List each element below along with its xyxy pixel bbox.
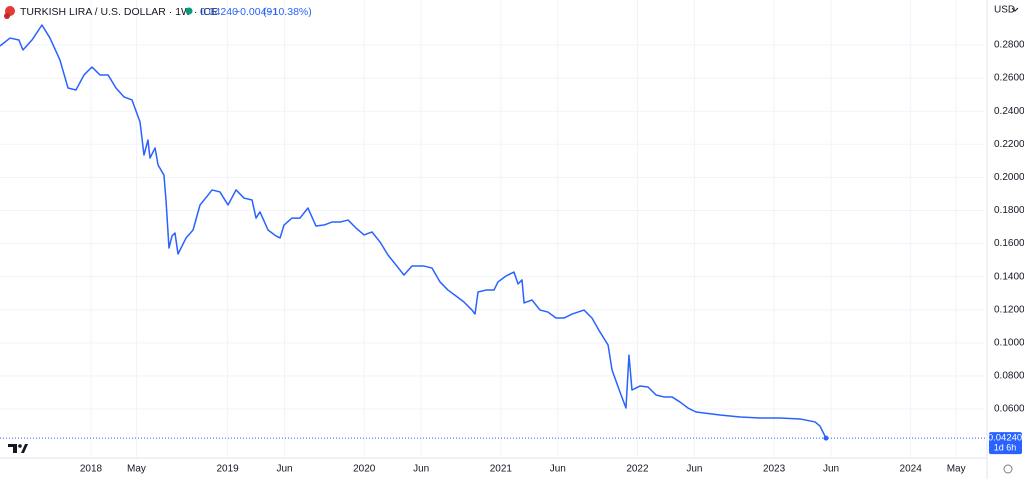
x-tick-label: 2019 bbox=[216, 464, 239, 475]
price-line bbox=[0, 24, 827, 439]
x-tick-label: Jun bbox=[823, 464, 839, 475]
last-point bbox=[823, 435, 829, 441]
x-tick-label: Jun bbox=[413, 464, 429, 475]
settings-icon[interactable] bbox=[1003, 464, 1013, 474]
grid bbox=[0, 0, 985, 458]
header: TURKISH LIRA / U.S. DOLLAR · 1W · ICE 0.… bbox=[4, 6, 312, 19]
currency-dropdown[interactable] bbox=[1011, 7, 1019, 12]
x-tick-label: May bbox=[127, 464, 146, 475]
last-price: 0.04240 bbox=[200, 6, 238, 18]
currency[interactable]: USD bbox=[994, 5, 1015, 16]
symbol-title: TURKISH LIRA / U.S. DOLLAR · 1W · ICE bbox=[20, 6, 218, 18]
countdown-label: 1d 6h bbox=[994, 443, 1017, 453]
logo-part bbox=[8, 444, 17, 453]
logo-part bbox=[21, 444, 28, 453]
price-change-pct: (−10.38%) bbox=[263, 6, 312, 18]
x-tick-label: 2020 bbox=[353, 464, 376, 475]
last-price-box bbox=[989, 432, 1022, 455]
market-status bbox=[185, 7, 193, 15]
logo-part bbox=[18, 444, 22, 448]
x-tick-label: 2018 bbox=[80, 464, 103, 475]
x-tick-label: 2023 bbox=[763, 464, 786, 475]
price-change: −0.00491 bbox=[234, 6, 278, 18]
x-tick-label: Jun bbox=[550, 464, 566, 475]
x-tick-label: 2022 bbox=[626, 464, 649, 475]
x-tick-label: May bbox=[947, 464, 966, 475]
tv-logo bbox=[8, 444, 28, 453]
x-tick-label: 2021 bbox=[490, 464, 513, 475]
y-tick-label: 0.28000 bbox=[994, 40, 1024, 51]
x-tick-label: Jun bbox=[686, 464, 702, 475]
flag-icon-small bbox=[4, 13, 10, 19]
x-tick-label: Jun bbox=[277, 464, 293, 475]
last-price-label: 0.04240 bbox=[988, 433, 1022, 444]
x-tick-label: 2024 bbox=[900, 464, 923, 475]
